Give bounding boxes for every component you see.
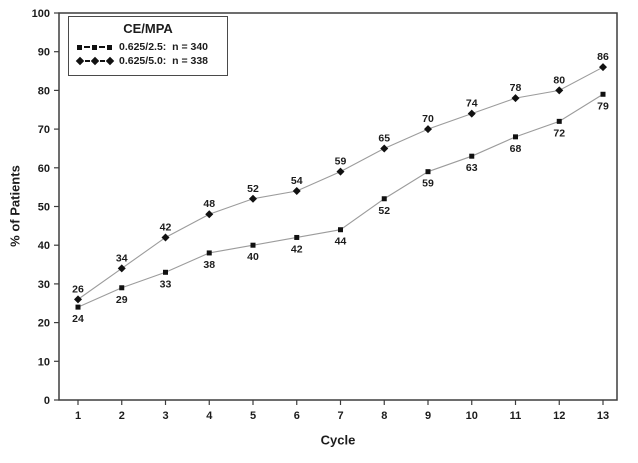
data-point-label: 34 — [116, 252, 128, 264]
svg-text:10: 10 — [38, 356, 50, 368]
data-point-label: 26 — [72, 283, 84, 295]
data-point-label: 38 — [203, 259, 215, 271]
svg-text:5: 5 — [250, 410, 256, 422]
svg-text:4: 4 — [206, 410, 213, 422]
legend-entry-low-dose: 0.625/2.5: n = 340 — [77, 40, 219, 54]
x-axis-ticks: 1 2 3 4 5 6 7 8 9 10 11 12 13 — [75, 400, 609, 422]
diamond-marker — [336, 167, 345, 176]
data-point-label: 63 — [466, 162, 478, 174]
diamond-marker — [249, 194, 257, 203]
data-point-label: 78 — [510, 82, 522, 94]
legend-title: CE/MPA — [123, 21, 173, 36]
svg-text:70: 70 — [38, 124, 50, 136]
data-point-label: 70 — [422, 113, 434, 125]
svg-text:2: 2 — [119, 410, 125, 422]
series-line — [77, 66, 604, 300]
svg-text:1: 1 — [75, 410, 81, 422]
svg-text:0: 0 — [44, 395, 50, 407]
diamond-marker — [424, 125, 432, 134]
diamond-marker — [380, 144, 389, 153]
data-point-label: 29 — [116, 294, 128, 306]
svg-text:30: 30 — [38, 279, 50, 291]
legend-box: CE/MPA 0.625/2.5: n = 340 0.625/5.0: n =… — [68, 16, 228, 76]
svg-text:6: 6 — [294, 410, 300, 422]
square-marker — [250, 242, 256, 248]
data-point-label: 24 — [72, 313, 84, 325]
data-point-label: 65 — [378, 132, 390, 144]
diamond-marker-solid-line-sample — [75, 56, 119, 66]
data-point-label: 42 — [291, 243, 303, 255]
svg-text:9: 9 — [425, 410, 431, 422]
svg-text:40: 40 — [38, 240, 50, 252]
svg-text:10: 10 — [466, 410, 478, 422]
data-point-label: 86 — [597, 51, 609, 63]
data-point-label: 44 — [335, 236, 347, 248]
legend-entry-label: 0.625/2.5: n = 340 — [119, 41, 209, 53]
series-square: 24 29 33 38 40 42 44 52 59 63 68 72 79 — [72, 91, 609, 325]
square-marker — [381, 196, 387, 202]
diamond-marker — [467, 109, 476, 118]
data-point-label: 80 — [553, 74, 565, 86]
series-diamond: 26 34 42 48 52 54 59 65 70 74 78 80 86 — [72, 51, 609, 304]
series-line — [77, 93, 604, 308]
data-point-label: 48 — [203, 198, 215, 210]
data-point-label: 79 — [597, 100, 609, 112]
data-point-label: 72 — [553, 127, 565, 139]
legend-entry-label: 0.625/5.0: n = 338 — [119, 55, 209, 67]
svg-text:50: 50 — [38, 202, 50, 214]
svg-text:3: 3 — [162, 410, 168, 422]
diamond-marker — [117, 264, 126, 273]
svg-text:90: 90 — [38, 47, 50, 59]
square-marker — [119, 285, 125, 291]
diamond-marker — [292, 187, 301, 196]
diamond-marker — [511, 94, 520, 103]
square-marker — [600, 91, 606, 97]
svg-text:60: 60 — [38, 163, 50, 175]
diamond-marker — [599, 63, 607, 72]
square-marker — [425, 169, 431, 175]
svg-text:20: 20 — [38, 318, 50, 330]
diamond-marker — [74, 295, 82, 304]
data-point-label: 54 — [291, 175, 303, 187]
square-marker — [75, 304, 81, 310]
square-marker — [513, 134, 518, 140]
y-axis-title: % of Patients — [7, 165, 23, 247]
x-axis-title: Cycle — [320, 432, 356, 448]
svg-text:80: 80 — [38, 85, 50, 97]
svg-text:7: 7 — [337, 410, 343, 422]
square-marker — [294, 234, 300, 240]
square-marker — [338, 227, 343, 233]
data-point-label: 33 — [160, 278, 172, 290]
data-point-label: 52 — [247, 183, 259, 195]
data-point-label: 68 — [510, 143, 522, 155]
square-marker-dashed-line-sample — [77, 44, 119, 50]
square-marker — [163, 269, 168, 275]
data-point-label: 74 — [466, 98, 478, 110]
diamond-marker — [555, 86, 564, 95]
data-point-label: 40 — [247, 251, 259, 263]
svg-text:100: 100 — [32, 8, 50, 20]
svg-text:13: 13 — [597, 410, 609, 422]
svg-text:8: 8 — [381, 410, 387, 422]
legend-entry-high-dose: 0.625/5.0: n = 338 — [75, 54, 219, 68]
svg-text:11: 11 — [510, 410, 522, 422]
square-marker — [556, 118, 562, 124]
svg-text:12: 12 — [553, 410, 565, 422]
square-marker — [206, 250, 212, 256]
data-point-label: 59 — [422, 178, 434, 190]
data-point-label: 42 — [160, 221, 172, 233]
data-point-label: 52 — [378, 205, 390, 217]
square-marker — [469, 153, 475, 159]
diamond-marker — [205, 210, 214, 219]
diamond-marker — [161, 233, 170, 242]
data-point-label: 59 — [335, 156, 347, 168]
y-axis-ticks: 0 10 20 30 40 50 60 70 80 90 100 — [32, 8, 59, 407]
